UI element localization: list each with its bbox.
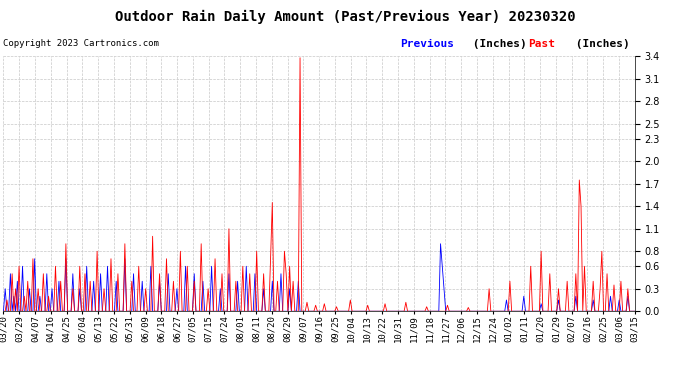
Text: Copyright 2023 Cartronics.com: Copyright 2023 Cartronics.com <box>3 39 159 48</box>
Text: Outdoor Rain Daily Amount (Past/Previous Year) 20230320: Outdoor Rain Daily Amount (Past/Previous… <box>115 9 575 24</box>
Text: (Inches): (Inches) <box>466 39 526 50</box>
Text: Previous: Previous <box>400 39 454 50</box>
Text: Past: Past <box>528 39 555 50</box>
Text: (Inches): (Inches) <box>569 39 630 50</box>
